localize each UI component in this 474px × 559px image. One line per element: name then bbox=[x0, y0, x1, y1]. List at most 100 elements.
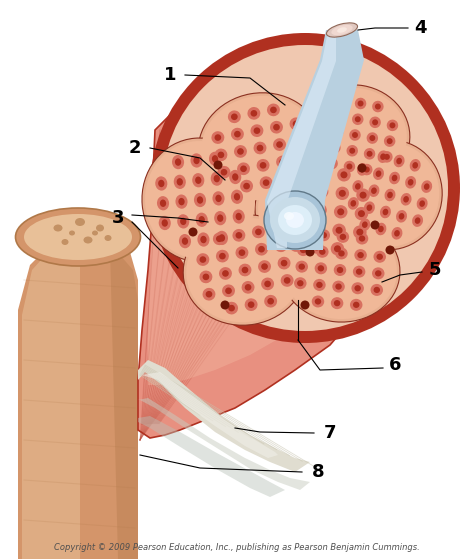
Ellipse shape bbox=[231, 190, 243, 204]
Ellipse shape bbox=[384, 189, 395, 201]
Ellipse shape bbox=[424, 183, 429, 190]
Ellipse shape bbox=[332, 126, 343, 138]
Text: 4: 4 bbox=[414, 19, 426, 37]
Ellipse shape bbox=[332, 281, 345, 292]
Ellipse shape bbox=[352, 113, 364, 125]
Ellipse shape bbox=[255, 152, 385, 268]
Circle shape bbox=[283, 160, 292, 169]
Ellipse shape bbox=[175, 195, 188, 209]
Ellipse shape bbox=[375, 103, 381, 110]
Ellipse shape bbox=[179, 234, 191, 248]
Ellipse shape bbox=[336, 227, 343, 234]
Ellipse shape bbox=[297, 186, 304, 193]
Ellipse shape bbox=[201, 236, 207, 243]
Ellipse shape bbox=[254, 127, 260, 134]
Ellipse shape bbox=[387, 138, 392, 144]
Ellipse shape bbox=[228, 111, 241, 123]
Ellipse shape bbox=[193, 157, 200, 164]
Ellipse shape bbox=[196, 253, 210, 266]
Ellipse shape bbox=[297, 280, 303, 286]
Ellipse shape bbox=[318, 265, 324, 272]
Ellipse shape bbox=[256, 145, 264, 151]
Ellipse shape bbox=[337, 267, 343, 273]
Ellipse shape bbox=[376, 254, 383, 260]
Ellipse shape bbox=[264, 191, 326, 249]
Ellipse shape bbox=[16, 208, 140, 266]
Ellipse shape bbox=[299, 263, 305, 270]
Ellipse shape bbox=[264, 295, 277, 307]
Ellipse shape bbox=[355, 183, 361, 190]
Ellipse shape bbox=[337, 231, 349, 243]
Ellipse shape bbox=[396, 158, 402, 164]
Ellipse shape bbox=[273, 124, 280, 130]
Ellipse shape bbox=[412, 214, 423, 227]
Ellipse shape bbox=[340, 172, 347, 178]
Ellipse shape bbox=[83, 236, 92, 244]
Ellipse shape bbox=[317, 206, 324, 214]
Ellipse shape bbox=[248, 301, 255, 308]
Ellipse shape bbox=[350, 200, 356, 207]
Ellipse shape bbox=[359, 235, 365, 241]
Ellipse shape bbox=[335, 111, 346, 122]
Ellipse shape bbox=[360, 166, 365, 173]
Ellipse shape bbox=[294, 277, 307, 289]
Ellipse shape bbox=[192, 173, 204, 187]
Ellipse shape bbox=[209, 151, 221, 166]
Ellipse shape bbox=[24, 214, 132, 260]
Ellipse shape bbox=[374, 287, 380, 293]
Ellipse shape bbox=[278, 257, 291, 269]
Ellipse shape bbox=[294, 183, 308, 196]
Ellipse shape bbox=[380, 153, 386, 160]
Text: 3: 3 bbox=[112, 209, 124, 227]
Ellipse shape bbox=[399, 213, 404, 220]
Ellipse shape bbox=[278, 243, 284, 249]
Ellipse shape bbox=[387, 120, 398, 131]
Ellipse shape bbox=[392, 227, 402, 240]
Ellipse shape bbox=[349, 148, 355, 154]
Ellipse shape bbox=[339, 190, 346, 197]
Ellipse shape bbox=[315, 141, 320, 148]
Ellipse shape bbox=[394, 230, 400, 236]
Ellipse shape bbox=[183, 215, 307, 325]
Ellipse shape bbox=[213, 233, 226, 245]
Ellipse shape bbox=[237, 148, 244, 155]
Ellipse shape bbox=[186, 218, 304, 322]
Ellipse shape bbox=[197, 233, 210, 247]
Ellipse shape bbox=[182, 238, 188, 245]
Circle shape bbox=[162, 45, 448, 331]
Ellipse shape bbox=[348, 197, 359, 210]
Ellipse shape bbox=[364, 148, 375, 159]
Ellipse shape bbox=[344, 161, 355, 172]
Ellipse shape bbox=[419, 200, 425, 207]
Ellipse shape bbox=[267, 103, 280, 116]
Ellipse shape bbox=[318, 188, 325, 195]
Polygon shape bbox=[110, 248, 138, 559]
Ellipse shape bbox=[359, 219, 370, 231]
Ellipse shape bbox=[289, 239, 303, 252]
Ellipse shape bbox=[338, 140, 442, 250]
Ellipse shape bbox=[296, 138, 302, 144]
Ellipse shape bbox=[355, 285, 361, 291]
Ellipse shape bbox=[232, 229, 246, 241]
Ellipse shape bbox=[276, 155, 289, 168]
Ellipse shape bbox=[311, 222, 325, 235]
Circle shape bbox=[189, 228, 198, 236]
Ellipse shape bbox=[315, 123, 326, 135]
Ellipse shape bbox=[353, 302, 359, 308]
Ellipse shape bbox=[374, 251, 386, 263]
Ellipse shape bbox=[360, 192, 366, 198]
Ellipse shape bbox=[195, 177, 201, 184]
Ellipse shape bbox=[350, 299, 363, 311]
Ellipse shape bbox=[245, 299, 257, 311]
Ellipse shape bbox=[296, 164, 309, 178]
Ellipse shape bbox=[335, 248, 348, 259]
Ellipse shape bbox=[405, 176, 416, 188]
Ellipse shape bbox=[279, 159, 286, 165]
Ellipse shape bbox=[357, 163, 368, 176]
Ellipse shape bbox=[196, 212, 208, 227]
Ellipse shape bbox=[178, 198, 185, 205]
Ellipse shape bbox=[238, 249, 246, 256]
Ellipse shape bbox=[215, 195, 222, 202]
Ellipse shape bbox=[372, 101, 383, 112]
Ellipse shape bbox=[200, 256, 206, 263]
